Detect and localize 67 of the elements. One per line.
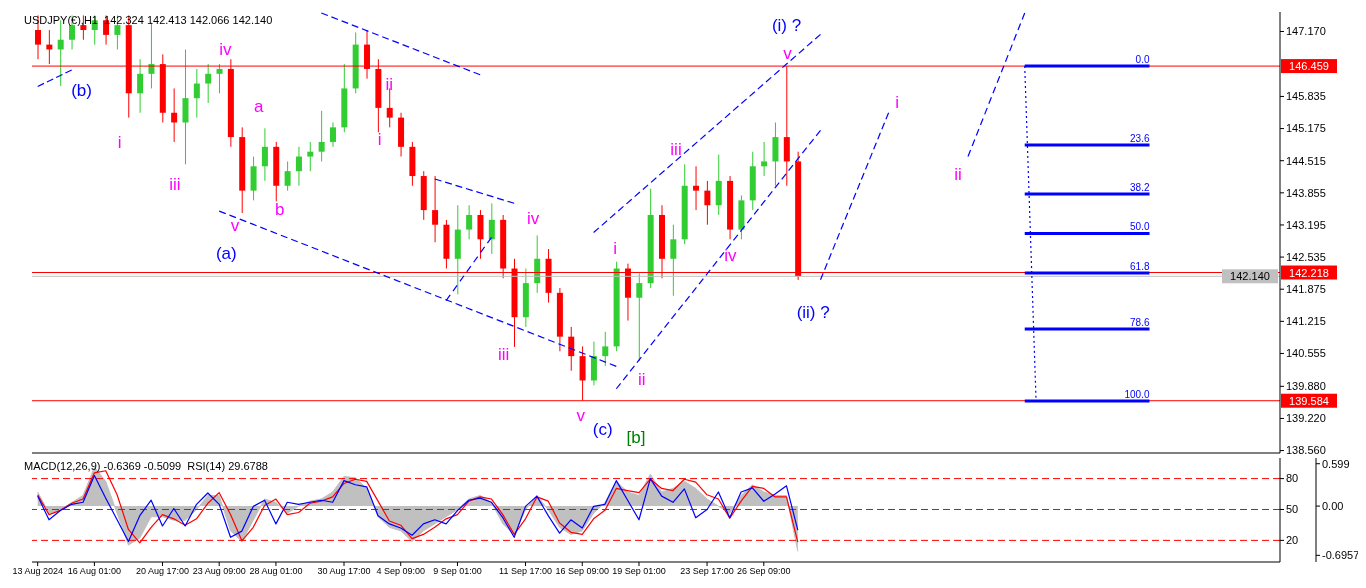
y2-tick-label: 0.00 [1322,500,1344,513]
annotation: i [377,129,382,149]
x-tick-label: 23 Aug 09:00 [192,566,246,577]
y-tick-label: 145.175 [1286,122,1326,135]
series-label: 78.6 [1130,316,1150,328]
ref-line-label: 142.218 [1289,266,1329,279]
annotation: v [783,43,792,63]
y-tick-label: 143.195 [1286,218,1326,231]
y-tick-label: 141.875 [1286,283,1326,296]
y-tick-label: 147.170 [1286,25,1326,38]
annotation: iii [497,344,510,364]
y-tick-label: 50 [1286,503,1299,516]
x-tick-label: 20 Aug 17:00 [135,566,189,577]
series-label: 50.0 [1130,221,1150,233]
ref-line-label: 139.584 [1289,394,1329,407]
series-label: 0.0 [1135,54,1150,66]
annotation: ii [954,164,962,184]
y-tick-label: 140.555 [1286,347,1326,360]
x-tick-label: 9 Sep 01:00 [433,566,482,577]
y-tick-label: 143.855 [1286,186,1326,199]
annotation: ii [385,74,394,94]
annotation: (b) [71,80,92,100]
annotation: b [274,199,285,219]
y-tick-label: 141.215 [1286,315,1326,328]
annotation: (i) ? [771,15,802,35]
x-tick-label: 16 Aug 01:00 [67,566,121,577]
ref-line-label: 146.459 [1289,60,1329,73]
annotation: ii [637,369,646,389]
y-tick-label: 145.835 [1286,90,1326,103]
ref-line-label: 142.140 [1230,270,1270,283]
annotation: iii [169,174,181,194]
x-tick-label: 26 Sep 09:00 [737,566,791,577]
x-tick-label: 4 Sep 09:00 [376,566,425,577]
annotation: [b] [626,427,646,447]
y-tick-label: 142.535 [1286,250,1326,263]
series-label: 38.2 [1130,182,1150,194]
x-tick-label: 19 Sep 01:00 [612,566,666,577]
series-label: 61.8 [1130,260,1150,272]
annotation: i [613,238,617,258]
y-tick-label: 80 [1286,472,1299,485]
annotation: iii [670,139,682,159]
annotation: iv [219,39,232,59]
y-tick-label: 20 [1286,534,1299,547]
series-label: 23.6 [1130,132,1150,144]
annotation: i [117,132,122,152]
x-tick-label: 28 Aug 01:00 [249,566,303,577]
x-tick-label: 11 Sep 17:00 [499,566,552,577]
y-tick-label: 139.880 [1286,380,1326,393]
y-tick-label: 138.560 [1286,444,1326,457]
y2-tick-label: 0.599 [1322,457,1350,470]
annotation: (a) [215,243,237,263]
annotation: (ii) ? [796,302,830,322]
annotation: a [254,96,264,116]
x-tick-label: 13 Aug 2024 [12,566,63,577]
annotation: v [576,405,585,425]
x-tick-label: 23 Sep 17:00 [680,566,734,577]
y-tick-label: 139.220 [1286,412,1326,425]
annotation: (c) [592,419,613,439]
x-tick-label: 30 Aug 17:00 [317,566,371,577]
y-tick-label: 144.515 [1286,154,1326,167]
y2-tick-label: -0.6957 [1322,549,1360,562]
annotation: i [895,92,899,112]
annotation: v [230,215,240,235]
series-label: 100.0 [1124,388,1150,400]
annotation: iv [724,245,737,265]
annotation: iv [526,208,540,228]
x-tick-label: 16 Sep 09:00 [555,566,610,577]
